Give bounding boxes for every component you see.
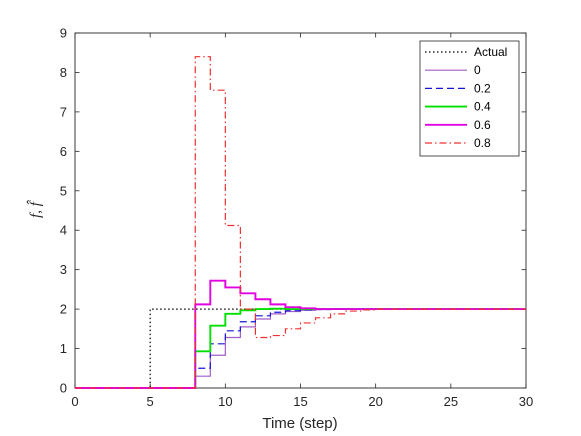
x-axis-ticks: 0 5 10 15 20 25 30 — [71, 33, 533, 409]
x-tick-label: 25 — [444, 394, 458, 409]
y-tick-label: 7 — [60, 104, 67, 119]
legend-items: Actual 0 0.2 0.4 0.6 0.8 — [425, 45, 507, 150]
legend-label: 0.8 — [474, 136, 491, 150]
legend-box — [419, 40, 520, 157]
y-axis-ticks: 0 1 2 3 4 5 6 7 8 9 — [60, 26, 526, 396]
series-line-3 — [75, 307, 526, 389]
y-tick-label: 8 — [60, 65, 67, 80]
legend: Actual 0 0.2 0.4 0.6 0.8 — [419, 40, 520, 157]
y-tick-label: 4 — [60, 223, 67, 238]
legend-label: 0.4 — [474, 100, 491, 114]
legend-label: 0.6 — [474, 118, 491, 132]
x-axis-label: Time (step) — [262, 415, 337, 432]
legend-label: 0 — [474, 63, 481, 77]
x-tick-label: 10 — [218, 394, 232, 409]
x-tick-label: 5 — [147, 394, 154, 409]
series-line-2 — [75, 308, 526, 389]
x-tick-label: 0 — [71, 394, 78, 409]
y-tick-label: 9 — [60, 26, 67, 41]
y-tick-label: 6 — [60, 144, 67, 159]
x-tick-label: 15 — [293, 394, 307, 409]
y-tick-label: 3 — [60, 262, 67, 277]
y-tick-label: 5 — [60, 183, 67, 198]
series-layer — [75, 56, 526, 389]
legend-label: Actual — [474, 45, 507, 59]
legend-label: 0.2 — [474, 81, 491, 95]
x-tick-label: 30 — [519, 394, 533, 409]
series-line-5 — [75, 56, 526, 389]
x-tick-label: 20 — [368, 394, 382, 409]
y-tick-label: 2 — [60, 302, 67, 317]
series-line-4 — [75, 279, 526, 389]
y-tick-label: 1 — [60, 341, 67, 356]
y-axis-label: f, f̂ — [27, 200, 44, 218]
y-tick-label: 0 — [60, 381, 67, 396]
